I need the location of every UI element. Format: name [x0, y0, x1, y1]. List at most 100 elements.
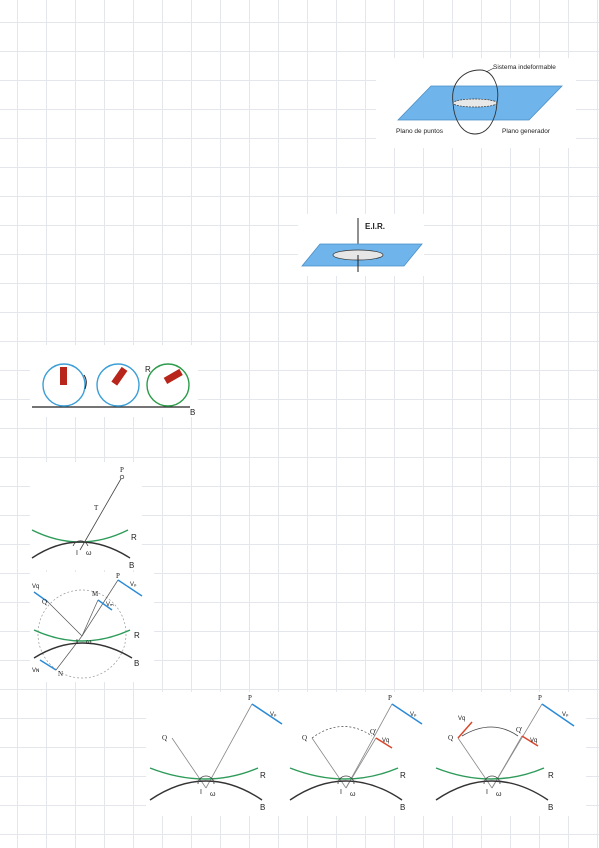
solid-outline [452, 69, 499, 135]
label-VQ: Vq [382, 738, 389, 744]
label-R: R [134, 631, 140, 640]
line-IQ [311, 737, 347, 789]
label-Vp: Vₚ [562, 712, 569, 718]
vector-Vp [117, 579, 143, 597]
pen-1 [60, 367, 67, 385]
velocity-field-diagram: P Vₚ M Vₘ Q Vq N Vɴ I ω R B [32, 572, 143, 679]
label-system: Sistema indeformable [493, 64, 556, 71]
vector-VQ [521, 735, 539, 747]
line-IM [81, 599, 99, 637]
label-P: P [388, 694, 392, 702]
panel-1: P Vₚ Q I ω R B [149, 694, 283, 812]
line-IP [81, 579, 119, 637]
omega-arc [337, 775, 355, 785]
figure-rolling-wheels: R B [30, 345, 198, 417]
label-R: R [131, 533, 137, 542]
rolling-curve [289, 767, 399, 780]
label-Vp: Vₚ [130, 582, 137, 588]
figure-velocity-field: P Vₚ M Vₘ Q Vq N Vɴ I ω R B [30, 572, 154, 682]
rolling-curve [33, 629, 131, 642]
rolling-curve [31, 529, 129, 543]
omega-arc [483, 775, 501, 785]
figure-point-T: P T I ω R B [30, 462, 142, 570]
wheel-1 [42, 363, 86, 407]
rolling-curve [435, 767, 545, 780]
line-IQprime [491, 735, 523, 789]
omega-arc [197, 775, 215, 785]
label-B: B [400, 803, 405, 812]
label-M: M [92, 590, 99, 598]
label-omega: ω [350, 791, 356, 798]
base-curve [149, 780, 263, 801]
line-IQprime [345, 737, 377, 789]
line-IP [205, 703, 253, 789]
label-eir: E.I.R. [365, 222, 385, 231]
label-Q: Q [162, 734, 167, 742]
eir-diagram: E.I.R. [301, 218, 423, 272]
rolling-wheels-diagram: R B [32, 363, 195, 417]
label-VQ: Vq [530, 738, 537, 744]
label-R: R [145, 365, 151, 374]
label-B: B [260, 803, 265, 812]
base-curve [31, 541, 131, 559]
label-Qprime: Q' [516, 726, 522, 734]
label-Q: Q [302, 734, 307, 742]
base-curve [435, 780, 549, 801]
base-curve [33, 642, 133, 659]
label-VQ: Vq [32, 584, 39, 590]
label-Vp: Vₚ [270, 712, 277, 718]
label-B: B [134, 659, 139, 668]
vector-VQ2 [457, 721, 473, 739]
label-Qprime: Q' [370, 728, 376, 736]
pen-2 [111, 366, 128, 386]
label-P: P [116, 572, 120, 580]
section-ellipse [452, 98, 498, 108]
vector-Vp [541, 703, 575, 727]
label-B: B [129, 561, 134, 570]
vector-VM [97, 599, 113, 611]
figure-indeformable-system: Sistema indeformable Plano de puntos Pla… [376, 58, 576, 148]
line-IN [55, 635, 83, 671]
rolling-curve [149, 767, 259, 780]
line-IQ [171, 737, 207, 789]
label-R: R [260, 771, 266, 780]
label-omega: ω [210, 791, 216, 798]
label-R: R [400, 771, 406, 780]
velocity-circle [37, 589, 127, 679]
label-Q: Q [448, 734, 453, 742]
leader-line [485, 67, 495, 73]
label-I: I [340, 789, 342, 796]
indeformable-system-diagram: Sistema indeformable Plano de puntos Pla… [396, 64, 563, 135]
panel-2: P Vₚ Q Q' Vq I ω R B [289, 694, 423, 812]
label-I: I [200, 789, 202, 796]
rotation-arc [311, 726, 373, 739]
label-plane-points: Plano de puntos [396, 128, 444, 135]
three-panels-diagram: P Vₚ Q I ω R B P Vₚ Q Q' Vq I ω R [149, 694, 575, 812]
line-IP [79, 476, 123, 551]
line-IQ [457, 737, 493, 789]
figure-three-panels: P Vₚ Q I ω R B P Vₚ Q Q' Vq I ω R [146, 692, 586, 816]
omega-arc [72, 540, 89, 547]
label-N: N [58, 670, 63, 678]
figure-eir: E.I.R. [298, 214, 424, 276]
base-curve [289, 780, 403, 801]
label-I: I [76, 639, 78, 646]
label-Q: Q [42, 598, 47, 606]
line-IP [345, 703, 393, 789]
label-omega: ω [496, 791, 502, 798]
line-IQ [47, 601, 83, 637]
wheel-3 [146, 363, 190, 407]
label-omega: ω [86, 550, 92, 557]
label-plane-base: Plano generador [502, 128, 551, 135]
vector-Vp [251, 703, 283, 725]
label-B: B [548, 803, 553, 812]
label-P: P [248, 694, 252, 702]
label-I: I [76, 550, 78, 557]
label-T: T [94, 504, 99, 512]
label-B: B [190, 408, 195, 417]
label-P: P [120, 466, 124, 474]
vector-VQ [33, 591, 49, 603]
label-R: R [548, 771, 554, 780]
vector-VN [39, 659, 57, 671]
vector-VQ [375, 737, 393, 749]
